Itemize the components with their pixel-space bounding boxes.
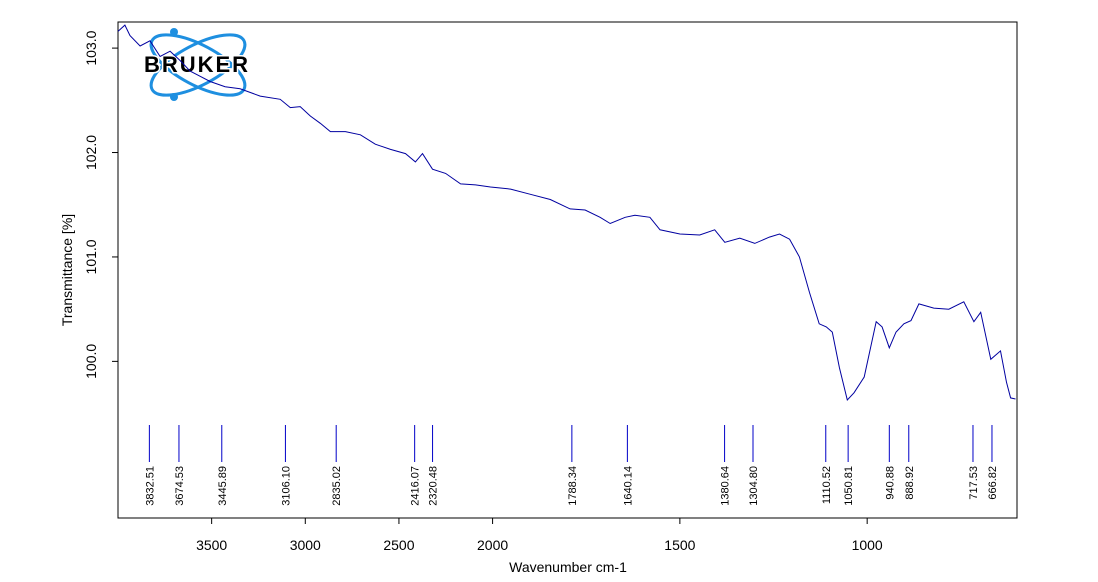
- peak-label: 666.82: [987, 466, 999, 500]
- peak-label: 3674.53: [174, 466, 186, 506]
- plot-frame: [117, 21, 1018, 519]
- peak-label: 940.88: [884, 466, 896, 500]
- y-tick-label: 103.0: [83, 30, 99, 65]
- spectrum-line: [117, 24, 1016, 402]
- logo: BRUKER: [142, 28, 250, 101]
- peak-label: 1110.52: [821, 466, 833, 504]
- x-tick-label: 3500: [196, 537, 227, 553]
- peak-label: 1304.80: [748, 466, 760, 506]
- peak-label: 2320.48: [428, 466, 440, 506]
- logo-orbit: [149, 33, 247, 97]
- y-tick-label: 101.0: [83, 239, 99, 274]
- logo-dot: [170, 93, 178, 101]
- peak-label: 717.53: [968, 466, 980, 500]
- x-tick-label: 3000: [290, 537, 321, 553]
- x-tick-label: 2500: [383, 537, 414, 553]
- logo-text: BRUKER: [144, 52, 250, 77]
- x-tick-label: 1500: [664, 537, 695, 553]
- y-axis-label: Transmittance [%]: [59, 214, 75, 326]
- x-axis-label: Wavenumber cm-1: [509, 559, 627, 575]
- y-tick-label: 102.0: [83, 135, 99, 170]
- peak-label: 3445.89: [217, 466, 229, 506]
- logo-orbit: [149, 33, 247, 97]
- peak-label: 1050.81: [843, 466, 855, 506]
- x-tick-label: 2000: [477, 537, 508, 553]
- peak-label: 1380.64: [720, 466, 732, 506]
- peak-label: 1788.34: [567, 466, 579, 506]
- peak-label: 3106.10: [280, 466, 292, 506]
- peak-label: 2416.07: [410, 466, 422, 506]
- peak-label: 888.92: [904, 466, 916, 500]
- logo-dot: [170, 28, 178, 36]
- peak-label: 2835.02: [331, 466, 343, 506]
- peak-label: 1640.14: [622, 466, 634, 506]
- y-tick-label: 100.0: [83, 344, 99, 379]
- x-tick-label: 1000: [852, 537, 883, 553]
- peak-label: 3832.51: [144, 466, 156, 506]
